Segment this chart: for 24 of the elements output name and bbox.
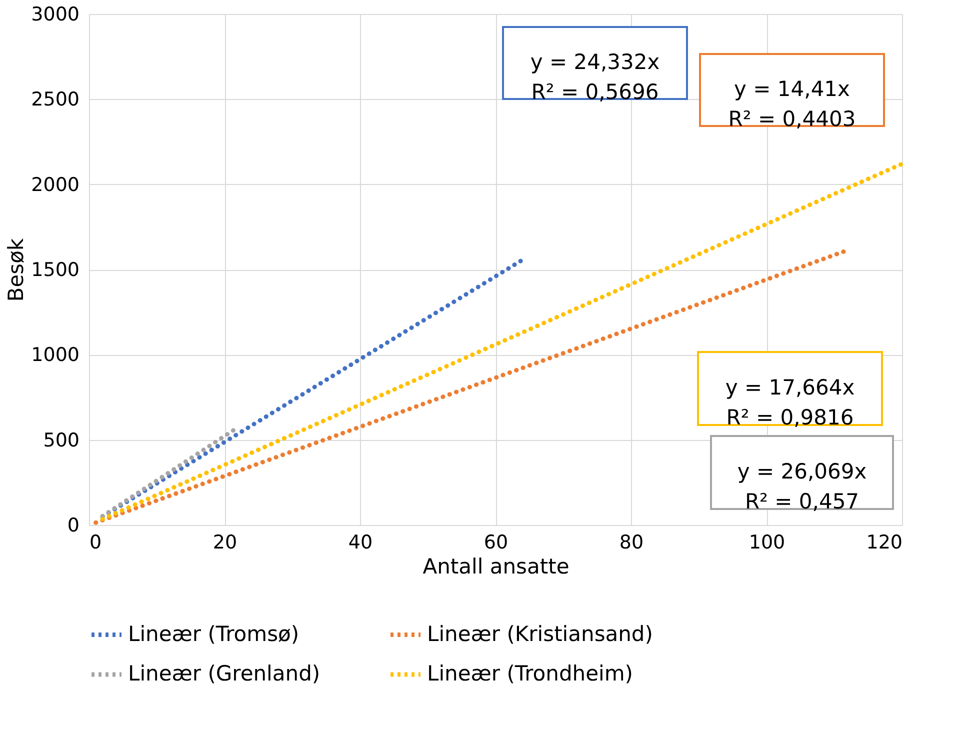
y-tick-label: 2000 [31, 174, 80, 196]
legend-label: Lineær (Trondheim) [427, 662, 634, 686]
x-tick-label: 40 [348, 532, 373, 554]
x-tick-label: 80 [619, 532, 644, 554]
y-tick-label: 1000 [31, 344, 80, 366]
y-tick-label: 1500 [31, 259, 80, 281]
x-tick-label: 20 [212, 532, 238, 554]
legend-label: Lineær (Grenland) [128, 662, 320, 686]
x-axis-title: Antall ansatte [422, 554, 570, 578]
y-tick-label: 2500 [31, 88, 80, 111]
y-tick-label: 0 [67, 514, 80, 536]
annotation: y = 24,332x R² = 0,5696 [530, 50, 660, 104]
x-tick-label: 120 [866, 532, 902, 554]
x-tick-label: 0 [90, 532, 102, 554]
legend-label: Lineær (Kristiansand) [427, 622, 653, 646]
annotation: y = 26,069x R² = 0,457 [737, 460, 867, 514]
y-tick-label: 500 [43, 429, 80, 452]
y-tick-label: 3000 [31, 4, 80, 26]
x-tick-label: 100 [748, 532, 786, 554]
annotation: y = 17,664x R² = 0,9816 [725, 376, 855, 430]
x-tick-label: 60 [484, 532, 508, 554]
y-axis-title: Besøk [4, 238, 28, 302]
legend-label: Lineær (Tromsø) [128, 622, 300, 646]
annotation: y = 14,41x R² = 0,4403 [728, 77, 856, 131]
